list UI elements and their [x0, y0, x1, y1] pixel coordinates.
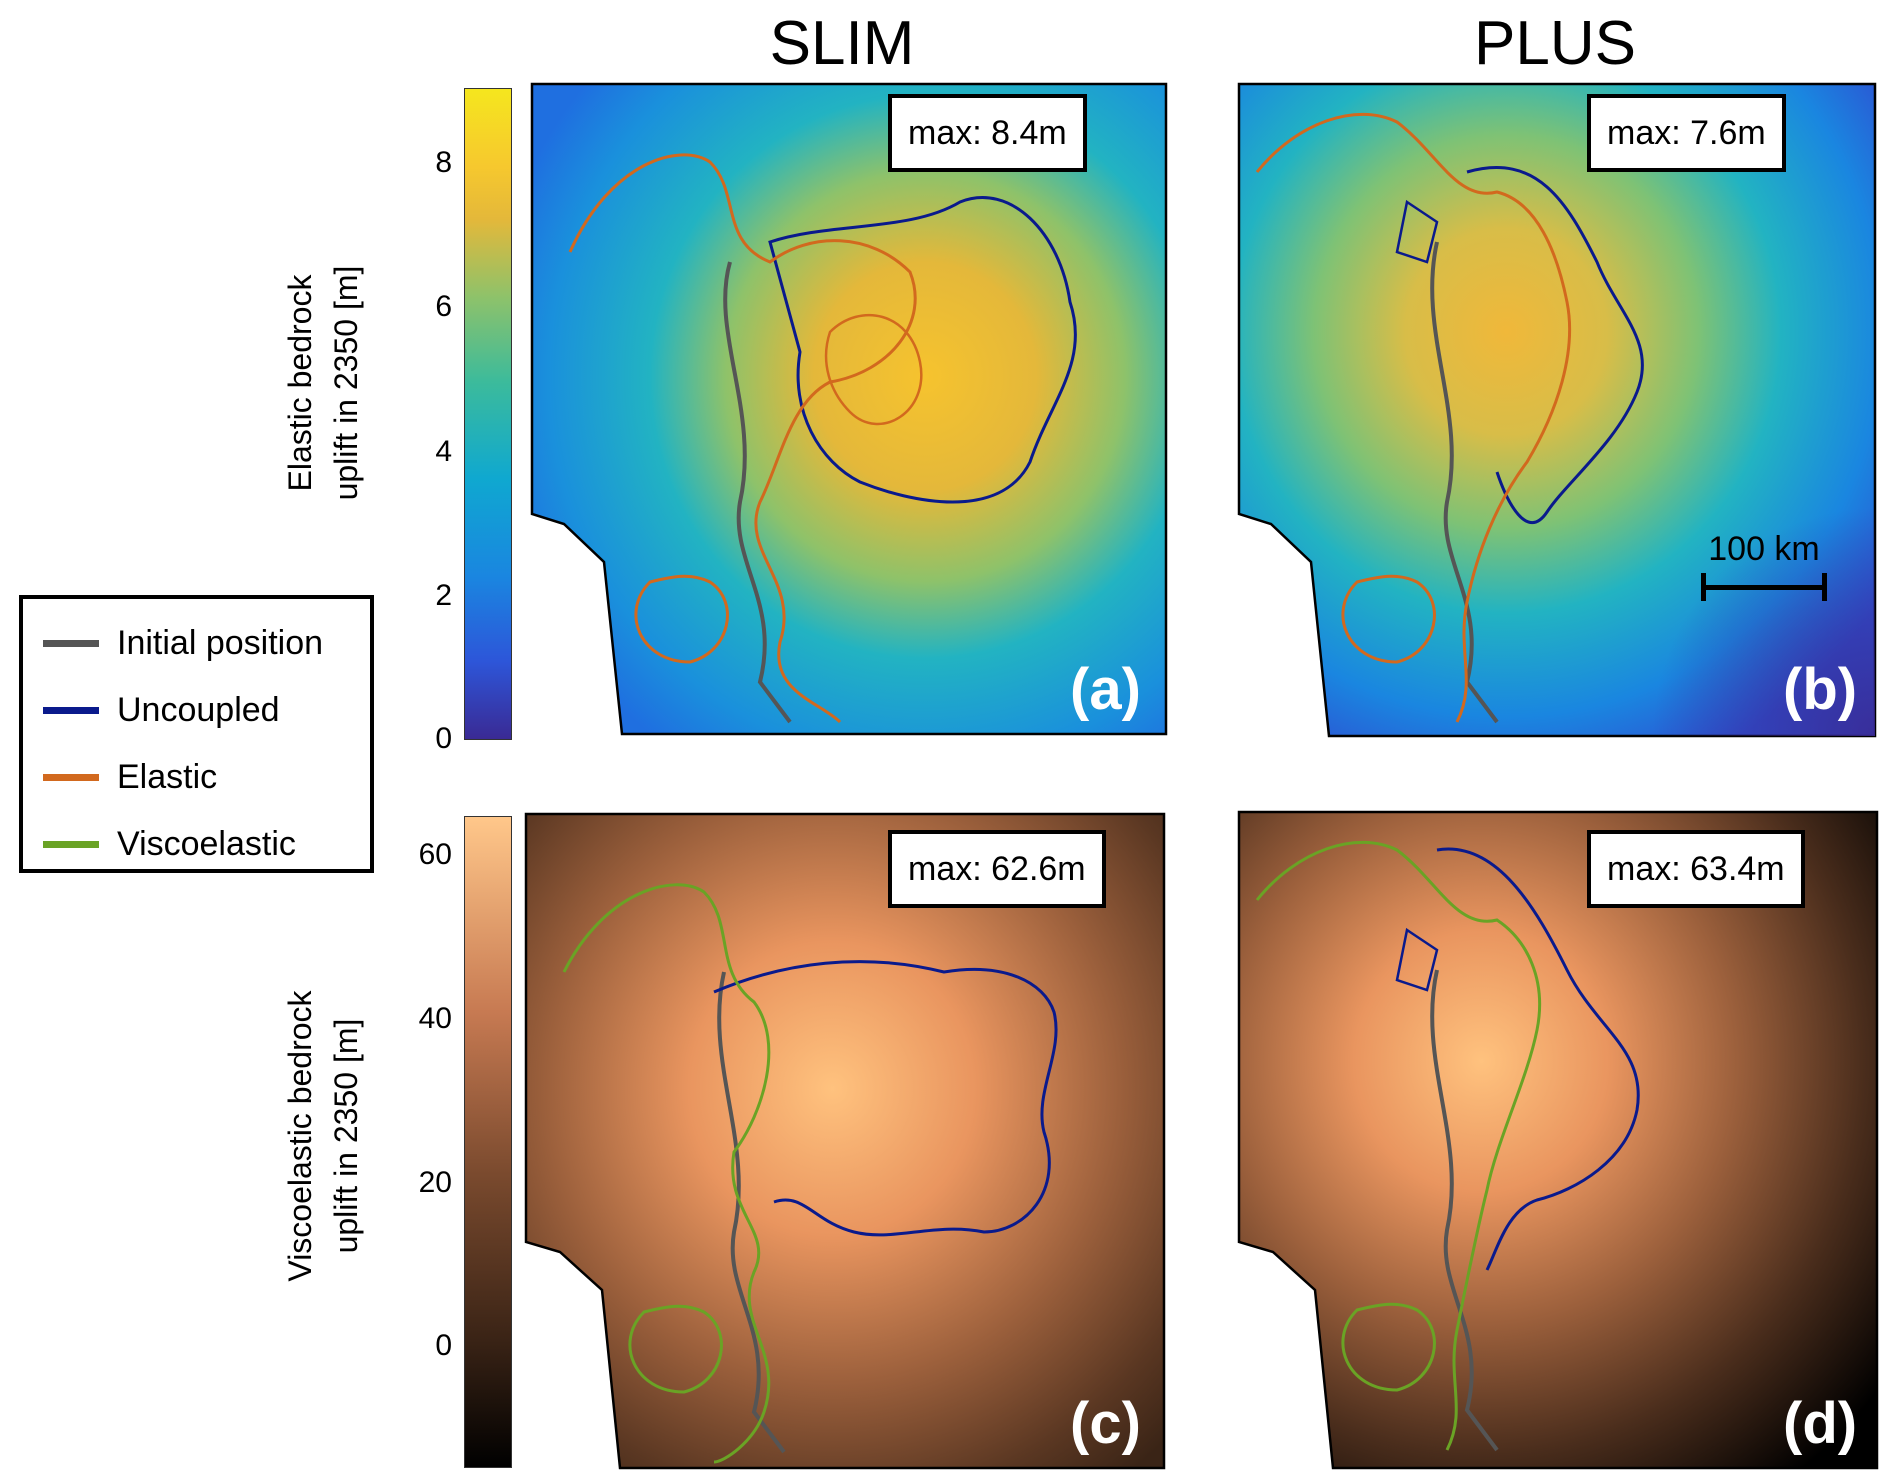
panel-c: max: 62.6m (c) — [524, 812, 1166, 1470]
panel-b-max-box: max: 7.6m — [1587, 94, 1786, 172]
panel-c-max-box: max: 62.6m — [888, 830, 1106, 908]
panel-b: max: 7.6m 100 km (b) — [1237, 82, 1877, 738]
colorbar-elastic-label: Elastic bedrock uplift in 2350 [m] — [277, 208, 369, 558]
legend-item: Elastic — [43, 757, 217, 797]
legend-label: Uncoupled — [117, 690, 280, 729]
panel-a-max-box: max: 8.4m — [888, 94, 1087, 172]
legend-swatch — [43, 840, 99, 848]
legend-label: Initial position — [117, 623, 324, 662]
cbar-tick: 0 — [435, 722, 452, 755]
cbar-tick: 20 — [418, 1166, 452, 1199]
colorbar-label-line: uplift in 2350 [m] — [328, 265, 364, 501]
cbar-tick: 8 — [435, 146, 452, 179]
cbar-tick: 6 — [435, 290, 452, 323]
legend: Initial position Uncoupled Elastic Visco… — [19, 595, 374, 873]
panel-c-label: (c) — [1070, 1391, 1141, 1456]
colorbar-elastic — [464, 88, 512, 740]
cbar-tick: 4 — [435, 435, 452, 468]
legend-swatch — [43, 706, 99, 714]
column-title-slim: SLIM — [769, 9, 915, 78]
scale-bar-label: 100 km — [1708, 530, 1820, 568]
legend-label: Elastic — [117, 757, 218, 796]
cbar-tick: 0 — [435, 1329, 452, 1362]
cbar-tick: 2 — [435, 579, 452, 612]
panel-d-label: (d) — [1783, 1391, 1858, 1456]
colorbar-label-line: Elastic bedrock — [282, 274, 318, 492]
panel-a: max: 8.4m (a) — [530, 82, 1168, 736]
legend-swatch — [43, 639, 99, 647]
colorbar-viscoelastic-label: Viscoelastic bedrock uplift in 2350 [m] — [277, 956, 369, 1316]
legend-item: Initial position — [43, 623, 323, 663]
panel-c-map — [524, 812, 1166, 1470]
legend-item: Uncoupled — [43, 690, 280, 730]
colorbar-viscoelastic — [464, 816, 512, 1468]
cbar-tick: 40 — [418, 1002, 452, 1035]
scale-bar: 100 km — [1701, 530, 1827, 601]
legend-swatch — [43, 773, 99, 781]
panel-a-label: (a) — [1070, 657, 1141, 722]
panel-b-map — [1237, 82, 1877, 738]
cbar-tick: 60 — [418, 838, 452, 871]
colorbar-label-line: uplift in 2350 [m] — [328, 1018, 364, 1254]
panel-d: max: 63.4m (d) — [1237, 810, 1879, 1470]
panel-d-map — [1237, 810, 1879, 1470]
colorbar-label-line: Viscoelastic bedrock — [282, 990, 318, 1282]
panel-a-map — [530, 82, 1168, 736]
legend-label: Viscoelastic — [117, 824, 296, 863]
column-title-plus: PLUS — [1474, 9, 1636, 78]
panel-b-label: (b) — [1783, 657, 1858, 722]
panel-d-max-box: max: 63.4m — [1587, 830, 1805, 908]
legend-item: Viscoelastic — [43, 824, 296, 864]
